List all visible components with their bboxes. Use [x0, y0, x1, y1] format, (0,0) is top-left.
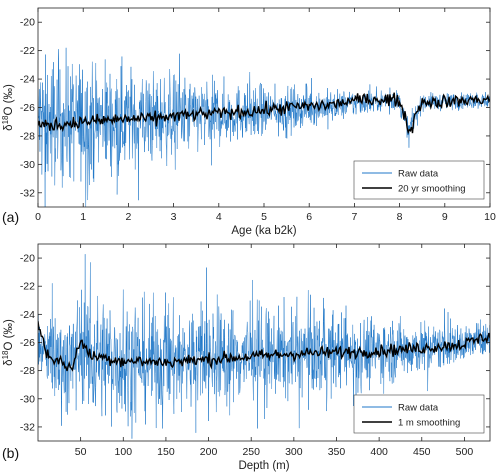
x-tick-label: 200 [200, 446, 218, 458]
smoothed-series [38, 92, 490, 135]
x-tick-label: 9 [442, 211, 448, 223]
x-tick-label: 0 [35, 211, 41, 223]
x-tick-label: 300 [285, 446, 303, 458]
y-tick-label: -30 [20, 159, 35, 171]
x-tick-label: 2 [125, 211, 131, 223]
x-tick-label: 100 [115, 446, 133, 458]
legend-entry: Raw data [398, 403, 439, 414]
panel-label: (b) [2, 445, 19, 461]
y-tick-label: -22 [20, 281, 35, 293]
y-tick-label: -24 [20, 309, 35, 321]
x-tick-label: 4 [216, 211, 222, 223]
legend: Raw data 1 m smoothing [353, 394, 485, 434]
y-tick-label: -20 [20, 253, 35, 265]
panel-b: -32 -30 -28 -26 -24 -22 -20 50 100 150 200 250 300 35… [1, 243, 491, 472]
y-tick-label: -26 [20, 337, 35, 349]
x-axis-label: Age (ka b2k) [231, 225, 296, 237]
x-tick-label: 6 [306, 211, 312, 223]
x-tick-label: 5 [261, 211, 267, 223]
panel-label: (a) [2, 209, 19, 225]
x-tick-label: 10 [484, 211, 496, 223]
x-tick-label: 350 [328, 446, 346, 458]
x-tick-label: 250 [242, 446, 260, 458]
x-tick-label: 8 [397, 211, 403, 223]
y-tick-label: -28 [20, 365, 35, 377]
x-tick-label: 3 [171, 211, 177, 223]
y-tick-label: -32 [20, 187, 35, 199]
panel-a: -32 -30 -28 -26 -24 -22 -20 0 1 2 3 4 5 6 7 8 9 10 Age (ka… [1, 7, 496, 237]
legend-entry: 1 m smoothing [398, 418, 460, 429]
smoothed-series [38, 321, 490, 372]
x-tick-label: 450 [413, 446, 431, 458]
y-axis-label: δ18O (‰) [1, 84, 16, 131]
y-axis-label: δ18O (‰) [1, 319, 16, 366]
y-tick-label: -20 [20, 17, 35, 29]
x-tick-label: 7 [351, 211, 357, 223]
y-tick-label: -28 [20, 130, 35, 142]
x-tick-label: 150 [157, 446, 175, 458]
legend-box [353, 394, 485, 434]
plot-area [38, 47, 490, 207]
legend-box [353, 160, 485, 200]
legend-entry: 20 yr smoothing [398, 184, 466, 195]
x-tick-label: 500 [456, 446, 474, 458]
legend: Raw data 20 yr smoothing [353, 160, 485, 200]
x-tick-label: 1 [80, 211, 86, 223]
x-axis-label: Depth (m) [238, 460, 289, 472]
plot-area [38, 254, 490, 439]
x-tick-label: 50 [75, 446, 87, 458]
y-tick-label: -22 [20, 45, 35, 57]
x-tick-label: 400 [370, 446, 388, 458]
y-tick-label: -24 [20, 74, 35, 86]
legend-entry: Raw data [398, 169, 439, 180]
y-tick-label: -26 [20, 102, 35, 114]
y-tick-label: -32 [20, 421, 35, 433]
y-tick-label: -30 [20, 393, 35, 405]
